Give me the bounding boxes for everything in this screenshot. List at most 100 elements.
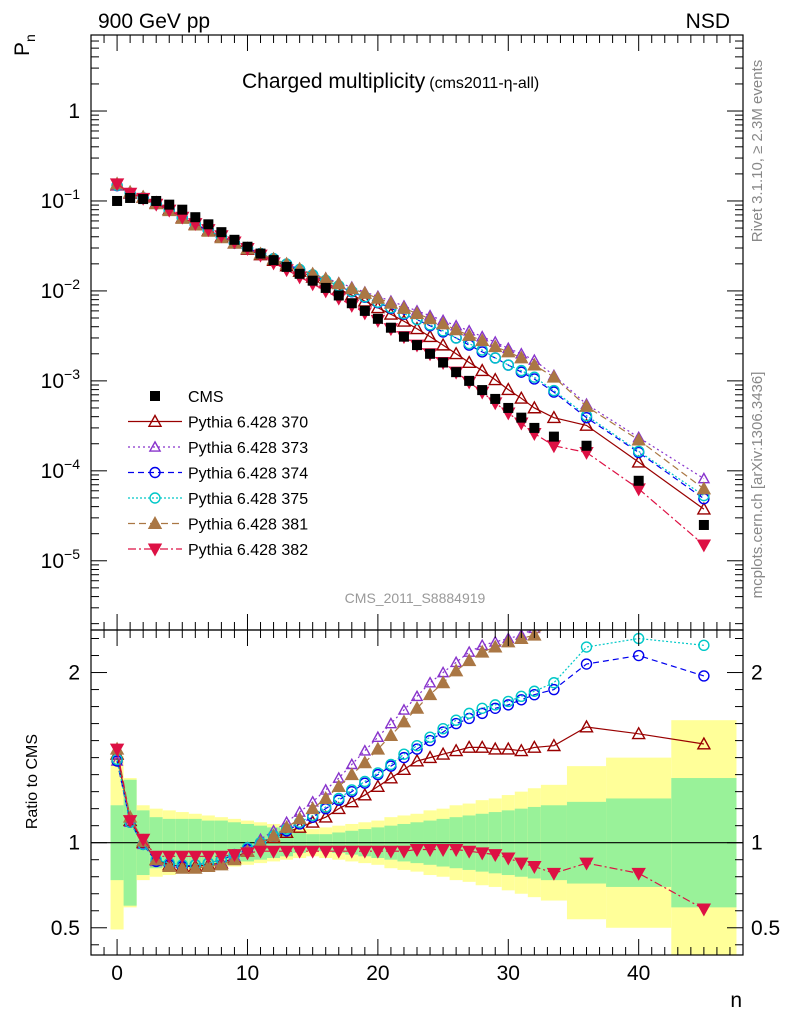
marker-square [138, 194, 149, 205]
marker-square [451, 367, 462, 378]
marker-triangle-up [371, 730, 385, 742]
marker-triangle-up [514, 390, 529, 404]
plot-title-suffix: (cms2011-η-all) [429, 75, 539, 92]
marker-triangle-down [162, 850, 177, 864]
marker-triangle-up [579, 719, 594, 733]
marker-triangle-down [318, 845, 333, 859]
y-tick-exponent: −5 [64, 546, 80, 562]
marker-triangle-up [475, 333, 490, 347]
marker-square [203, 219, 214, 230]
marker-triangle-down [488, 849, 503, 863]
marker-circle [528, 685, 541, 697]
x-tick-label: 30 [497, 962, 520, 985]
marker-circle [372, 767, 384, 779]
marker-square [268, 255, 279, 266]
marker-triangle-up [448, 346, 464, 360]
uncertainty-bands [110, 720, 737, 955]
marker-triangle-up [318, 791, 333, 804]
marker-triangle-down [409, 844, 425, 857]
marker-triangle-down [188, 850, 203, 864]
marker-triangle-down [631, 867, 646, 881]
marker-triangle-down [546, 867, 562, 881]
marker-triangle-up [422, 329, 438, 343]
marker-triangle-down [696, 903, 712, 917]
marker-square [177, 204, 188, 215]
marker-square [698, 519, 709, 530]
marker-square [346, 298, 357, 309]
ratio-series-s382 [109, 743, 712, 917]
marker-triangle-up [147, 516, 163, 529]
marker-square [164, 199, 175, 210]
marker-triangle-up [305, 801, 320, 815]
marker-triangle-up [384, 717, 398, 729]
marker-triangle-up [409, 753, 425, 767]
marker-triangle-up [331, 779, 346, 793]
marker-circle [450, 714, 462, 726]
marker-triangle-up [292, 811, 307, 825]
marker-triangle-up [318, 809, 333, 823]
marker-triangle-up [581, 564, 593, 575]
marker-square [229, 234, 240, 245]
legend-entry: Pythia 6.428 374 [128, 466, 308, 483]
marker-circle [463, 707, 475, 720]
legend-label: Pythia 6.428 374 [188, 466, 308, 483]
marker-triangle-up [548, 615, 560, 626]
y-tick-base: 10 [41, 460, 64, 483]
marker-circle [580, 658, 593, 670]
marker-circle [476, 707, 488, 720]
marker-triangle-up [357, 285, 373, 299]
y-axis-title-main-sub: n [22, 34, 38, 42]
marker-square [190, 212, 201, 223]
marker-circle [476, 702, 488, 714]
marker-triangle-up [527, 400, 542, 414]
x-tick-label: 40 [627, 962, 650, 985]
legend-entry: Pythia 6.428 381 [128, 516, 308, 534]
legend-label: CMS [188, 389, 224, 406]
marker-square [242, 241, 253, 252]
process-label: NSD [686, 10, 730, 33]
marker-circle [489, 352, 501, 364]
marker-triangle-down [344, 845, 359, 859]
side-text-rivet: Rivet 3.1.10, ≥ 2.3M events [749, 60, 766, 243]
y-tick-base: 10 [41, 280, 64, 303]
marker-triangle-up [514, 743, 529, 757]
marker-triangle-down [175, 850, 190, 864]
legend-label: Pythia 6.428 382 [188, 542, 308, 559]
marker-triangle-up [631, 726, 646, 740]
x-tick-label: 0 [111, 962, 123, 985]
marker-triangle-up [383, 306, 399, 320]
marker-triangle-down [357, 845, 373, 859]
marker-triangle-down [149, 850, 164, 864]
marker-circle [632, 445, 645, 457]
marker-triangle-down [227, 849, 242, 863]
marker-square [398, 331, 409, 342]
y-tick-base: 10 [41, 370, 64, 393]
marker-circle [515, 690, 528, 703]
marker-triangle-up [344, 794, 359, 808]
marker-triangle-up [370, 290, 386, 304]
marker-square [477, 385, 488, 396]
marker-circle [149, 466, 161, 479]
marker-triangle-up [501, 344, 516, 358]
marker-triangle-up [488, 339, 503, 353]
marker-triangle-up [579, 417, 594, 431]
y-tick-exponent: −2 [64, 276, 80, 292]
marker-triangle-up [435, 316, 451, 330]
marker-triangle-up [423, 676, 437, 688]
y-tick-label-ratio-left: 1 [68, 832, 80, 855]
series-line [116, 185, 705, 500]
marker-triangle-up [514, 350, 529, 364]
marker-triangle-down [305, 845, 320, 859]
marker-triangle-up [397, 703, 411, 715]
marker-square [438, 357, 449, 368]
marker-circle [385, 758, 397, 771]
marker-triangle-up [579, 398, 594, 412]
marker-triangle-up [475, 739, 490, 753]
marker-square [503, 402, 514, 413]
x-tick-label: 10 [236, 962, 259, 985]
marker-circle [632, 649, 645, 662]
marker-square [425, 348, 436, 359]
y-tick-label-ratio-left: 0.5 [51, 917, 80, 940]
y-tick-label-main: 10−5 [41, 546, 81, 573]
